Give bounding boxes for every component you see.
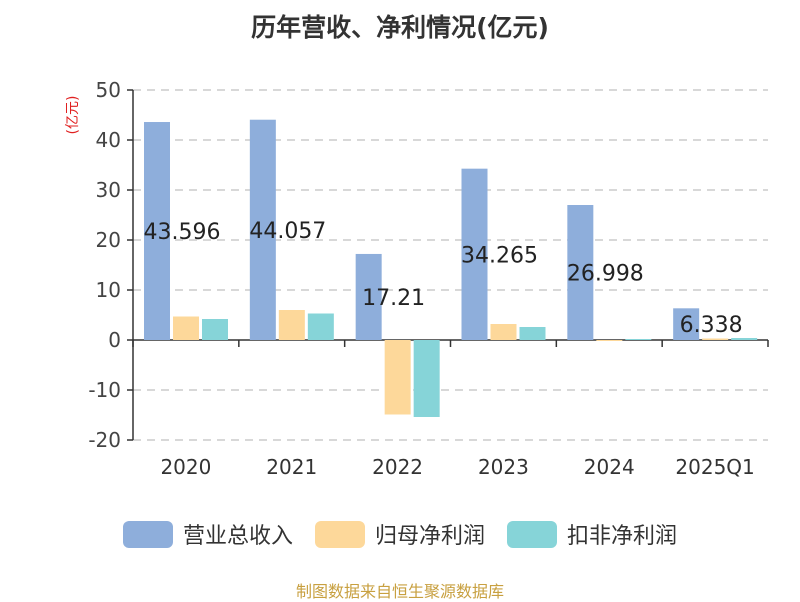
bar-2-2021[interactable] (307, 313, 334, 341)
legend-swatch-net-profit (314, 520, 365, 548)
bar-1-2020[interactable] (173, 316, 199, 341)
bar-2-2023[interactable] (519, 327, 546, 340)
y-tick-label: 20 (96, 228, 121, 252)
bar-1-2023[interactable] (490, 324, 517, 340)
data-label-revenue: 17.21 (362, 286, 425, 311)
data-label-revenue: 43.596 (144, 220, 221, 245)
bars (144, 119, 758, 417)
axes: 50 40 30 20 10 0 -10 -20 2020 2021 2022 2023 2024 202… (88, 78, 769, 479)
bar-0-2023[interactable] (461, 168, 488, 340)
y-tick-label: 30 (96, 178, 121, 202)
y-tick-label: 10 (96, 278, 121, 302)
chart-title: 历年营收、净利情况(亿元) (251, 13, 549, 42)
x-tick-label: 2024 (584, 455, 635, 479)
bar-1-2021[interactable] (278, 310, 305, 340)
bar-2-2025Q1[interactable] (731, 338, 758, 340)
bar-0-2022[interactable] (355, 253, 382, 340)
bar-1-2025Q1[interactable] (702, 338, 729, 341)
bar-0-2025Q1[interactable] (673, 308, 700, 340)
y-tick-label: 50 (96, 78, 121, 102)
y-tick-label: -20 (88, 428, 121, 452)
bar-1-2022[interactable] (384, 340, 411, 415)
source-note: 制图数据来自恒生聚源数据库 (295, 582, 504, 601)
legend-swatch-revenue (122, 520, 173, 548)
legend-swatch-deducted-profit (507, 520, 557, 548)
legend-label-net-profit: 归母净利润 (374, 524, 485, 549)
legend-label-revenue: 营业总收入 (182, 524, 293, 549)
legend-label-deducted-profit: 扣非净利润 (567, 524, 678, 549)
data-label-revenue: 6.338 (680, 313, 743, 338)
bar-2-2020[interactable] (202, 319, 228, 340)
bar-0-2020[interactable] (144, 122, 170, 341)
x-tick-label: 2023 (478, 455, 529, 479)
data-labels: 43.596 44.057 17.21 34.265 26.998 6.338 (144, 219, 743, 338)
bar-0-2024[interactable] (567, 205, 594, 340)
grid-lines (133, 89, 768, 441)
x-tick-label: 2020 (160, 455, 211, 479)
bar-2-2024[interactable] (625, 339, 652, 340)
data-label-revenue: 34.265 (461, 243, 538, 268)
y-tick-label: -10 (88, 378, 121, 402)
legend: 营业总收入 归母净利润 扣非净利润 (0, 518, 800, 550)
bar-2-2022[interactable] (413, 340, 440, 417)
data-label-revenue: 26.998 (567, 262, 644, 287)
y-tick-label: 40 (96, 128, 121, 152)
legend-item-deducted-profit[interactable]: 扣非净利润 (507, 518, 677, 550)
x-tick-label: 2025Q1 (675, 455, 754, 479)
legend-item-revenue[interactable]: 营业总收入 (122, 518, 293, 550)
data-label-revenue: 44.057 (249, 219, 326, 244)
y-tick-label: 0 (108, 328, 121, 352)
x-tick-label: 2022 (372, 455, 423, 479)
legend-item-net-profit[interactable]: 归母净利润 (314, 518, 485, 550)
bar-1-2024[interactable] (596, 340, 623, 341)
bar-0-2021[interactable] (249, 119, 276, 340)
x-tick-label: 2021 (266, 455, 317, 479)
